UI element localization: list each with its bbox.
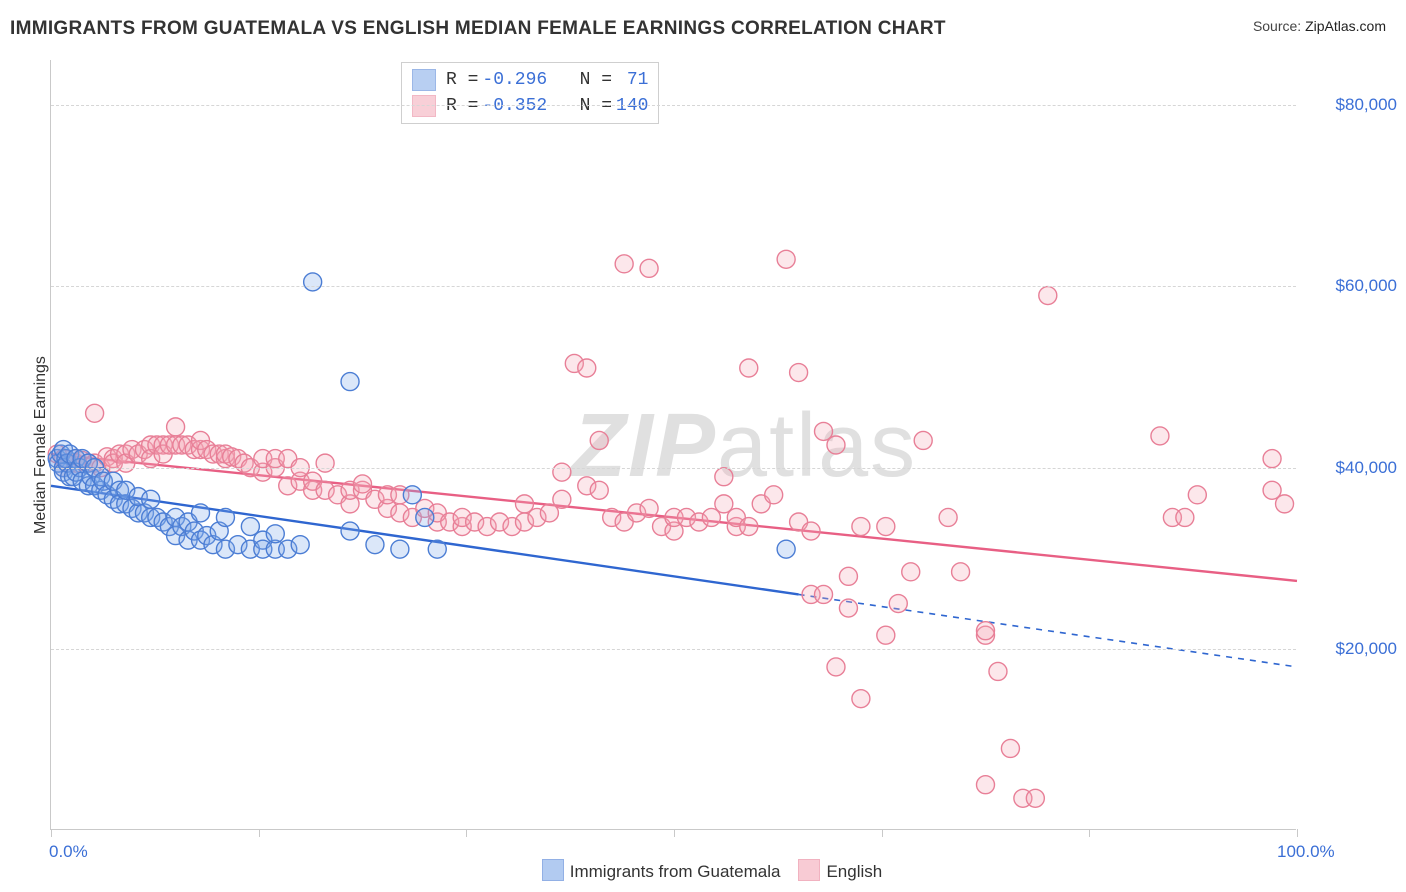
point-english [715,468,733,486]
point-english [765,486,783,504]
stats-n-value: 71 [616,70,648,90]
gridline [51,286,1296,287]
point-guatemala [391,540,409,558]
point-guatemala [366,536,384,554]
legend-label-english: English [826,862,882,881]
ytick-label: $60,000 [1307,276,1397,296]
point-english [740,518,758,536]
stats-row-guatemala: R = -0.296 N = 71 [412,67,648,93]
point-guatemala [304,273,322,291]
point-english [590,481,608,499]
point-english [640,499,658,517]
stats-swatch-guatemala [412,69,436,91]
legend-swatch-english [798,859,820,881]
point-english [777,250,795,268]
point-english [889,595,907,613]
title-bar: IMMIGRANTS FROM GUATEMALA VS ENGLISH MED… [10,18,1396,42]
point-english [802,522,820,540]
stats-box: R = -0.296 N = 71 R = -0.352 N = 140 [401,62,659,124]
point-english [914,431,932,449]
point-english [1176,508,1194,526]
legend-label-guatemala: Immigrants from Guatemala [570,862,781,881]
point-english [952,563,970,581]
xtick [1089,829,1090,837]
point-english [1188,486,1206,504]
point-english [877,626,895,644]
point-guatemala [291,536,309,554]
point-english [553,463,571,481]
source-site: ZipAtlas.com [1305,18,1386,34]
point-english [939,508,957,526]
gridline [51,649,1296,650]
yaxis-label: Median Female Earnings [32,356,50,534]
point-english [827,658,845,676]
stats-n-label: N = [580,70,612,90]
xtick [466,829,467,837]
plot-area: Median Female Earnings ZIPatlas R = -0.2… [50,60,1296,830]
point-english [640,259,658,277]
xtick [51,829,52,837]
source-label: Source: ZipAtlas.com [1253,18,1386,34]
point-english [1263,450,1281,468]
point-guatemala [142,490,160,508]
chart-title: IMMIGRANTS FROM GUATEMALA VS ENGLISH MED… [10,18,946,39]
point-english [1151,427,1169,445]
point-english [790,364,808,382]
point-english [852,518,870,536]
point-english [852,690,870,708]
point-guatemala [192,504,210,522]
point-english [815,585,833,603]
legend-bottom: Immigrants from Guatemala English [0,859,1406,882]
point-english [354,475,372,493]
chart-container: IMMIGRANTS FROM GUATEMALA VS ENGLISH MED… [0,0,1406,892]
legend-swatch-guatemala [542,859,564,881]
point-english [1039,287,1057,305]
point-english [902,563,920,581]
point-english [167,418,185,436]
xtick [259,829,260,837]
ytick-label: $80,000 [1307,95,1397,115]
point-guatemala [416,508,434,526]
point-english [615,255,633,273]
point-english [316,454,334,472]
point-english [578,359,596,377]
point-english [877,518,895,536]
point-english [553,490,571,508]
point-english [590,431,608,449]
point-guatemala [216,508,234,526]
point-english [839,599,857,617]
xtick [1297,829,1298,837]
point-guatemala [341,522,359,540]
point-guatemala [266,525,284,543]
point-english [989,662,1007,680]
xtick [882,829,883,837]
ytick-label: $40,000 [1307,458,1397,478]
chart-svg [51,60,1296,829]
trendline-dash-guatemala [799,594,1297,666]
ytick-label: $20,000 [1307,639,1397,659]
point-english [1001,739,1019,757]
point-guatemala [341,373,359,391]
stats-r-label: R = [446,70,478,90]
point-guatemala [428,540,446,558]
point-english [977,622,995,640]
point-guatemala [777,540,795,558]
gridline [51,468,1296,469]
point-english [827,436,845,454]
xtick [674,829,675,837]
point-english [86,404,104,422]
gridline [51,105,1296,106]
point-english [1276,495,1294,513]
point-english [977,776,995,794]
point-english [1026,789,1044,807]
point-guatemala [403,486,421,504]
stats-r-value: -0.296 [482,70,547,90]
point-english [740,359,758,377]
source-prefix: Source: [1253,18,1305,34]
point-english [839,567,857,585]
